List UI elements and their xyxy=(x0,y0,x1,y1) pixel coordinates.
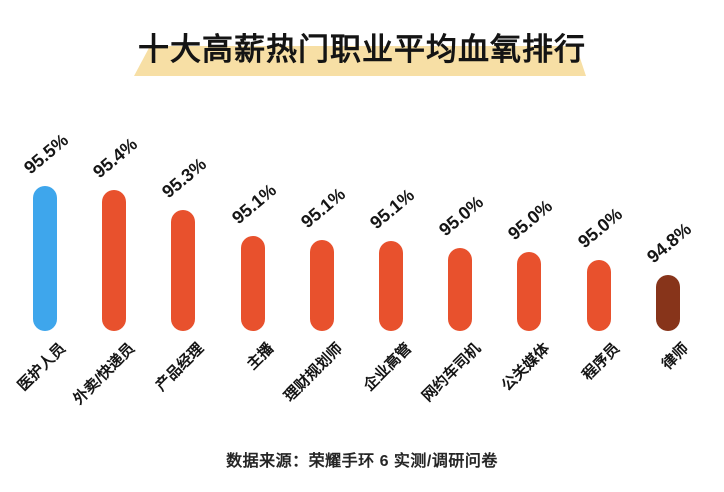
bar-value-label: 95.1% xyxy=(227,179,280,228)
bar-category-label: 企业高管 xyxy=(360,340,416,395)
bar-category-label: 产品经理 xyxy=(152,340,208,395)
bar-category-label: 外卖/快递员 xyxy=(70,340,139,409)
bar-category-label: 程序员 xyxy=(578,340,623,384)
bar-value-label: 95.0% xyxy=(504,195,557,244)
bar xyxy=(379,241,403,331)
title-highlight-band xyxy=(134,46,586,76)
bar-category-label: 医护人员 xyxy=(14,340,70,395)
bar-value-label: 95.0% xyxy=(573,203,626,252)
bar-category-label: 律师 xyxy=(658,340,692,374)
data-source-note: 数据来源：荣耀手环 6 实测/调研问卷 xyxy=(226,453,498,470)
bar-value-label: 95.0% xyxy=(435,191,488,240)
bar-category-label: 理财规划师 xyxy=(280,340,346,406)
bar-value-label: 95.1% xyxy=(366,184,419,233)
bar-category-label: 主播 xyxy=(243,340,277,374)
bar-value-label: 95.1% xyxy=(296,183,349,232)
bar xyxy=(517,252,542,331)
bar-category-label: 网约车司机 xyxy=(419,340,485,406)
bar-value-label: 95.3% xyxy=(158,153,211,202)
bar xyxy=(102,190,127,331)
chart-title: 十大高薪热门职业平均血氧排行 xyxy=(138,32,586,67)
bar xyxy=(171,210,196,331)
bar-value-label: 95.5% xyxy=(20,129,73,178)
bar-value-label: 95.4% xyxy=(89,133,142,182)
bar xyxy=(448,248,473,331)
bar-value-label: 94.8% xyxy=(642,218,695,267)
bar xyxy=(240,236,265,331)
bar xyxy=(309,240,334,331)
bar xyxy=(586,260,611,331)
bar-category-label: 公关媒体 xyxy=(498,340,554,395)
bar xyxy=(33,186,57,331)
bar xyxy=(655,275,680,331)
